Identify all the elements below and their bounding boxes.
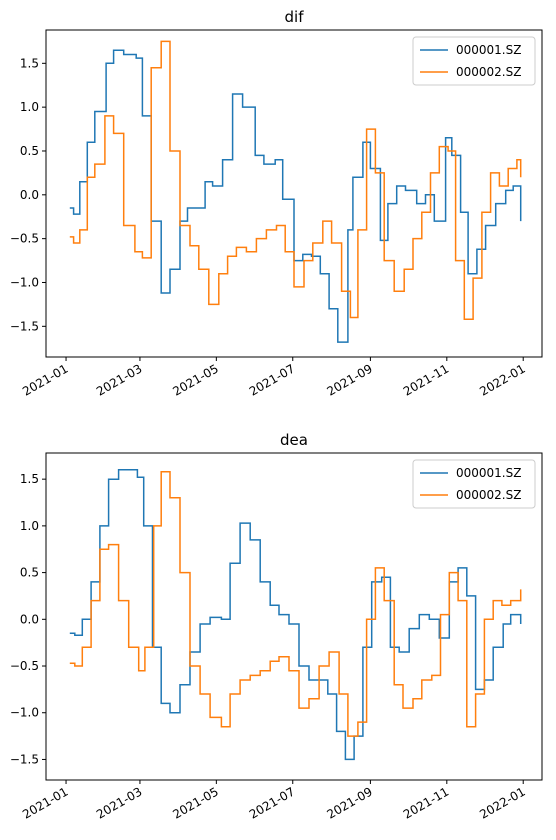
x-tick-label: 2021-05 bbox=[170, 361, 220, 398]
legend-label: 000001.SZ bbox=[456, 43, 521, 57]
plot-frame bbox=[45, 29, 543, 358]
y-tick-label: −1.0 bbox=[10, 275, 39, 289]
series-line-000001.SZ bbox=[69, 49, 522, 343]
y-tick-label: 1.0 bbox=[20, 519, 39, 533]
y-tick-label: 0.0 bbox=[20, 188, 39, 202]
x-tick-label: 2021-09 bbox=[324, 361, 374, 398]
y-tick-label: 1.5 bbox=[20, 56, 39, 70]
x-tick-label: 2021-11 bbox=[401, 784, 451, 821]
chart-dif: dif −1.5 −1.0 −0.5 0.0 0.5 1.0 1.5 2021-01 2021-0… bbox=[10, 8, 543, 399]
y-tick-label: 0.0 bbox=[20, 612, 39, 626]
x-tick-label: 2021-11 bbox=[401, 361, 451, 398]
chart-title: dif bbox=[285, 8, 305, 26]
chart-title: dea bbox=[280, 431, 308, 449]
y-tick-label: −0.5 bbox=[10, 232, 39, 246]
y-tick-label: −1.0 bbox=[10, 706, 39, 720]
x-tick-label: 2021-01 bbox=[20, 784, 70, 821]
y-tick-label: −1.5 bbox=[10, 752, 39, 766]
y-tick-label: 1.0 bbox=[20, 100, 39, 114]
x-tick-label: 2021-01 bbox=[20, 361, 70, 398]
series-line-000002.SZ bbox=[69, 40, 522, 321]
legend-label: 000001.SZ bbox=[456, 466, 521, 480]
x-tick-label: 2021-07 bbox=[247, 784, 297, 821]
legend-label: 000002.SZ bbox=[456, 65, 521, 79]
y-tick-label: 0.5 bbox=[20, 566, 39, 580]
y-tick-label: 0.5 bbox=[20, 144, 39, 158]
series-line-000002.SZ bbox=[69, 470, 522, 737]
x-tick-label: 2022-01 bbox=[477, 361, 527, 398]
y-tick-label: 1.5 bbox=[20, 472, 39, 486]
x-tick-label: 2021-03 bbox=[94, 784, 144, 821]
series-line-000001.SZ bbox=[69, 469, 522, 761]
chart-dea: dea −1.5 −1.0 −0.5 0.0 0.5 1.0 1.5 2021-01 2021-0… bbox=[10, 431, 543, 822]
legend-label: 000002.SZ bbox=[456, 488, 521, 502]
x-tick-label: 2022-01 bbox=[477, 784, 527, 821]
legend-box bbox=[412, 36, 536, 86]
legend-box bbox=[412, 459, 536, 509]
x-tick-label: 2021-07 bbox=[247, 361, 297, 398]
x-tick-label: 2021-09 bbox=[324, 784, 374, 821]
x-tick-label: 2021-05 bbox=[170, 784, 220, 821]
y-tick-label: −1.5 bbox=[10, 319, 39, 333]
x-tick-label: 2021-03 bbox=[94, 361, 144, 398]
plot-frame bbox=[45, 452, 543, 781]
y-tick-label: −0.5 bbox=[10, 659, 39, 673]
